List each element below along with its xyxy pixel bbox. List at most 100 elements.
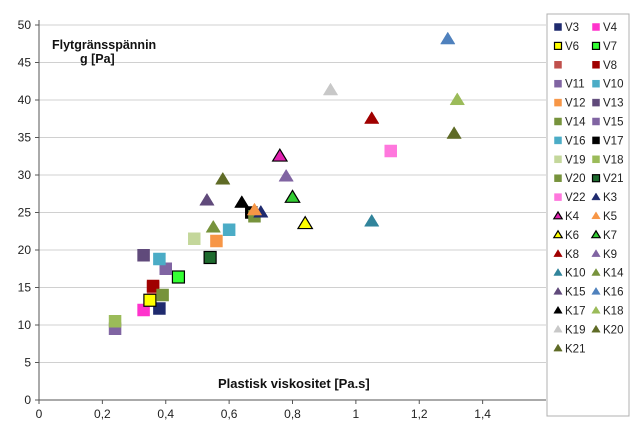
legend-label-v14-10: V14 bbox=[565, 117, 586, 129]
legend-marker-k4-20 bbox=[552, 210, 564, 220]
y-tick-label: 20 bbox=[18, 243, 32, 257]
y-tick-label: 5 bbox=[24, 356, 31, 370]
legend-label-v8-5: V8 bbox=[603, 60, 617, 72]
y-tick-label: 0 bbox=[24, 393, 31, 407]
legend-marker-k6-22 bbox=[552, 229, 564, 239]
gridlines bbox=[39, 24, 546, 363]
data-point-k21-34 bbox=[215, 171, 231, 185]
legend-label-v15-11: V15 bbox=[603, 117, 623, 129]
legend-marker-v8-5 bbox=[592, 61, 600, 69]
y-axis-label-line2: g [Pa] bbox=[80, 52, 115, 66]
legend-label-v19-14: V19 bbox=[565, 154, 585, 166]
data-point-v21-17 bbox=[203, 250, 217, 265]
legend-marker-v19-14 bbox=[554, 155, 562, 164]
legend-label-k15-28: K15 bbox=[565, 287, 585, 299]
legend-marker-k7-23 bbox=[590, 229, 602, 239]
legend-label-v13-9: V13 bbox=[603, 98, 623, 110]
legend-label-v10-7: V10 bbox=[603, 79, 623, 91]
x-tick-label: 0,8 bbox=[284, 407, 301, 421]
x-tick-label: 1,4 bbox=[474, 407, 491, 421]
data-point-k4-20 bbox=[271, 148, 289, 162]
data-point-v18-15 bbox=[108, 315, 122, 328]
legend-marker-k21-34 bbox=[553, 343, 563, 352]
legend-marker-v6-2 bbox=[553, 41, 563, 51]
data-point-v6-2 bbox=[143, 293, 157, 307]
legend-marker-k10-26 bbox=[553, 268, 563, 276]
legend-label-k14-27: K14 bbox=[603, 268, 624, 280]
data-point-k20-33 bbox=[446, 126, 462, 139]
legend-marker-k8-24 bbox=[553, 249, 563, 257]
y-tick-label: 45 bbox=[18, 56, 32, 70]
legend-marker-v14-10 bbox=[554, 117, 562, 126]
legend-marker-v13-9 bbox=[592, 98, 600, 107]
legend-label-v4-1: V4 bbox=[603, 22, 618, 34]
y-tick-label: 15 bbox=[18, 281, 32, 295]
data-point-v12-8 bbox=[210, 234, 223, 248]
x-tick-label: 1,2 bbox=[411, 407, 428, 421]
legend-marker-k18-31 bbox=[591, 305, 601, 314]
data-point-k7-23 bbox=[284, 189, 301, 203]
data-point-k8-24 bbox=[364, 111, 380, 124]
data-point-v8-5 bbox=[146, 279, 160, 293]
legend-label-v7-3: V7 bbox=[603, 41, 617, 53]
legend-marker-k16-29 bbox=[591, 286, 601, 295]
x-tick-labels: 0 0,2 0,4 0,6 0,8 1 1,2 1,4 bbox=[36, 407, 492, 421]
y-tick-label: 35 bbox=[18, 131, 32, 145]
y-tick-label: 30 bbox=[18, 168, 32, 182]
legend-label-k18-31: K18 bbox=[603, 306, 623, 318]
legend-label-v3-0: V3 bbox=[565, 22, 579, 34]
legend-marker-v7-3 bbox=[591, 41, 601, 51]
data-point-v14-10 bbox=[156, 288, 169, 302]
legend-label-v21-17: V21 bbox=[603, 173, 623, 185]
data-point-v11-6 bbox=[159, 262, 172, 275]
legend-label-k8-24: K8 bbox=[565, 249, 579, 261]
legend-label-k19-32: K19 bbox=[565, 324, 585, 336]
data-point-k16-29 bbox=[440, 31, 456, 45]
axes bbox=[35, 20, 546, 404]
legend-label-v11-6: V11 bbox=[565, 79, 585, 91]
x-tick-label: 0 bbox=[36, 407, 43, 421]
data-points bbox=[108, 31, 465, 335]
legend-marker-unnamed-4 bbox=[554, 61, 562, 69]
y-axis-label-line1: Flytgränsspännin bbox=[52, 38, 156, 52]
legend-label-k10-26: K10 bbox=[565, 268, 585, 280]
data-point-v7-3 bbox=[171, 270, 186, 284]
legend-marker-k5-21 bbox=[591, 211, 601, 220]
legend-label-v16-12: V16 bbox=[565, 135, 585, 147]
legend-label-k6-22: K6 bbox=[565, 230, 579, 242]
legend-marker-k14-27 bbox=[591, 268, 601, 276]
legend-label-k5-21: K5 bbox=[603, 211, 617, 223]
legend-label-k7-23: K7 bbox=[603, 230, 617, 242]
data-point-k14-27 bbox=[205, 219, 221, 233]
y-tick-label: 25 bbox=[18, 206, 32, 220]
x-tick-label: 0,2 bbox=[94, 407, 111, 421]
legend-marker-k17-30 bbox=[553, 305, 563, 314]
x-tick-label: 1 bbox=[353, 407, 360, 421]
legend-label-k16-29: K16 bbox=[603, 287, 623, 299]
legend-label-v6-2: V6 bbox=[565, 41, 579, 53]
legend-label-k9-25: K9 bbox=[603, 249, 617, 261]
legend-label-v20-16: V20 bbox=[565, 173, 585, 185]
legend-label-k17-30: K17 bbox=[565, 306, 585, 318]
data-point-k5-21 bbox=[246, 202, 263, 216]
legend-marker-v11-6 bbox=[554, 79, 562, 88]
data-point-v16-12 bbox=[222, 223, 236, 236]
data-point-k10-26 bbox=[364, 213, 380, 227]
y-tick-label: 10 bbox=[18, 318, 32, 332]
data-point-v13-9 bbox=[137, 249, 150, 262]
data-point-k17-30 bbox=[234, 195, 250, 208]
legend-label-v22-18: V22 bbox=[565, 192, 585, 204]
x-tick-label: 0,4 bbox=[157, 407, 174, 421]
data-point-k15-28 bbox=[199, 192, 215, 206]
legend-marker-v15-11 bbox=[592, 117, 600, 126]
legend-marker-v17-13 bbox=[592, 136, 600, 145]
legend-marker-v22-18 bbox=[554, 193, 562, 201]
legend-marker-v3-0 bbox=[554, 23, 562, 31]
legend-marker-v16-12 bbox=[554, 136, 562, 145]
legend-label-k4-20: K4 bbox=[565, 211, 580, 223]
x-tick-label: 0,6 bbox=[221, 407, 238, 421]
data-point-v19-14 bbox=[188, 232, 201, 245]
y-tick-label: 40 bbox=[18, 93, 32, 107]
x-axis-label: Plastisk viskositet [Pa.s] bbox=[218, 376, 370, 391]
legend-marker-k19-32 bbox=[553, 324, 563, 333]
